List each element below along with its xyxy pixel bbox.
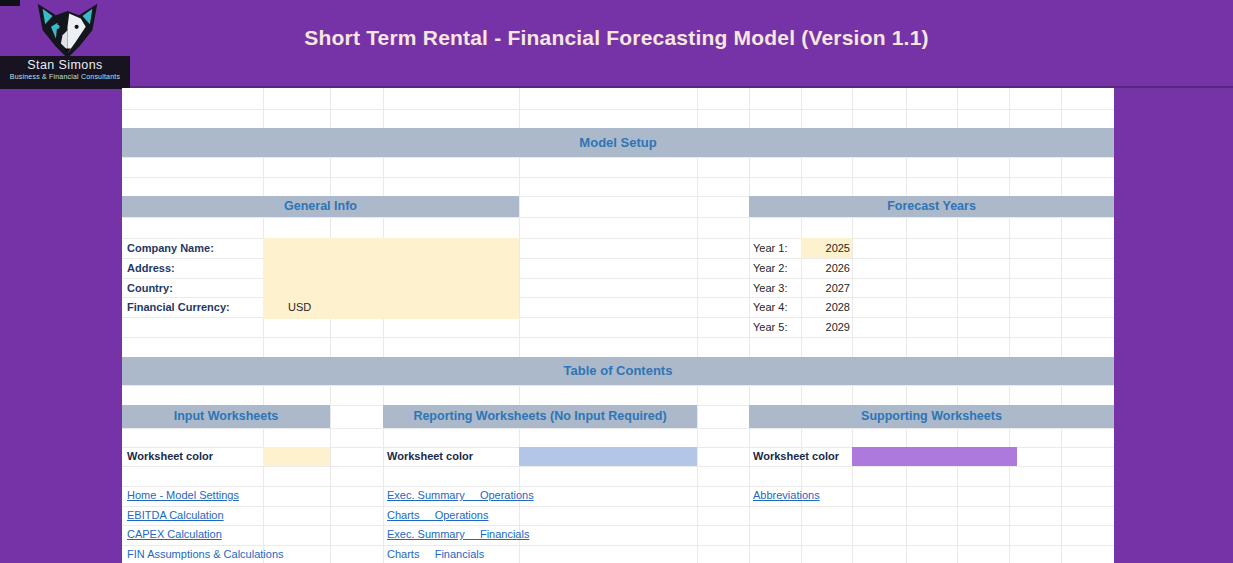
year1-value[interactable]: 2025 [801,238,850,258]
link-charts-financials[interactable]: Charts Financials [387,545,484,563]
year4-value: 2028 [801,297,850,317]
financial-currency-label: Financial Currency: [127,297,230,317]
gridline-vertical [697,88,698,563]
workbook-page: Stan Simons Business & Financial Consult… [0,0,1233,563]
financial-currency-value[interactable]: USD [288,297,311,317]
gridline-vertical [330,88,331,563]
year2-value: 2026 [801,258,850,278]
link-exec-summary-financials[interactable]: Exec. Summary Financials [387,525,529,544]
reporting-worksheets-band: Reporting Worksheets (No Input Required) [383,405,697,428]
link-charts-operations[interactable]: Charts Operations [387,506,489,525]
gridline-vertical [1061,88,1062,563]
general-info-band: General Info [122,196,519,217]
link-ebitda-calculation[interactable]: EBITDA Calculation [127,506,224,525]
table-of-contents-band: Table of Contents [122,357,1114,385]
input-worksheets-band: Input Worksheets [122,405,330,428]
gridline-vertical [263,88,264,563]
gridline-horizontal [122,428,1114,429]
gridline-horizontal [122,337,1114,338]
year5-value: 2029 [801,317,850,337]
year2-label: Year 2: [753,258,787,278]
company-name-label: Company Name: [127,238,214,258]
gridline-horizontal [122,466,1114,467]
corner-decoration [0,0,20,6]
year3-label: Year 3: [753,278,787,298]
year4-label: Year 4: [753,297,787,317]
year1-label: Year 1: [753,238,787,258]
address-label: Address: [127,258,175,278]
gridline-horizontal [122,217,1114,218]
gridline-horizontal [122,385,1114,386]
link-home-model-settings[interactable]: Home - Model Settings [127,486,239,505]
logo-company-name: Stan Simons [0,58,130,72]
logo-tagline: Business & Financial Consultants [0,73,130,80]
link-exec-summary-operations[interactable]: Exec. Summary Operations [387,486,534,505]
forecast-years-band: Forecast Years [749,196,1114,217]
year3-value: 2027 [801,278,850,298]
gridline-vertical [957,88,958,563]
worksheet-color-label-reporting: Worksheet color [387,447,473,466]
gridline-horizontal [122,486,1114,487]
supporting-worksheets-band: Supporting Worksheets [749,405,1114,428]
spreadsheet-area: Model Setup General Info Forecast Years … [122,88,1114,563]
gridline-horizontal [122,506,1114,507]
link-capex-calculation[interactable]: CAPEX Calculation [127,525,222,544]
worksheet-color-label-input: Worksheet color [127,447,213,466]
model-setup-band: Model Setup [122,128,1114,157]
gridline-horizontal [122,109,1114,110]
logo-text-box: Stan Simons Business & Financial Consult… [0,56,130,89]
gridline-horizontal [122,525,1114,526]
link-abbreviations[interactable]: Abbreviations [753,486,820,505]
input-worksheets-color-swatch [263,447,330,466]
page-title: Short Term Rental - Financial Forecastin… [0,26,1233,50]
reporting-worksheets-color-swatch [519,447,697,466]
gridline-horizontal [122,177,1114,178]
gridline-vertical [906,88,907,563]
gridline-vertical [852,88,853,563]
year5-label: Year 5: [753,317,787,337]
supporting-worksheets-color-swatch [852,447,1017,466]
worksheet-color-label-supporting: Worksheet color [753,447,839,466]
gridline-vertical [1009,88,1010,563]
gridline-horizontal [122,157,1114,158]
gridline-vertical [383,88,384,563]
gridline-vertical [749,88,750,563]
country-label: Country: [127,278,173,298]
link-fin-assumptions[interactable]: FIN Assumptions & Calculations [127,545,284,563]
